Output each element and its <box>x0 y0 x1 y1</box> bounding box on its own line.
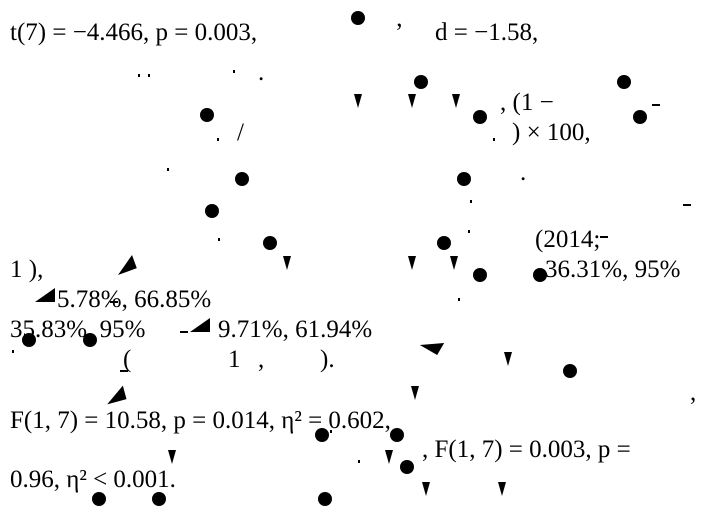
redaction-speck <box>138 74 140 77</box>
redaction-dash <box>110 301 118 303</box>
redaction-tick <box>385 450 393 464</box>
text-anova-1: F(1, 7) = 10.58, p = 0.014, η² = 0.602, <box>10 407 391 434</box>
redaction-dot <box>92 492 106 506</box>
redaction-dot <box>200 108 214 122</box>
text-comma-1: , <box>258 346 265 373</box>
redaction-dot <box>533 268 547 282</box>
text-apostrophe: ’ <box>395 19 404 46</box>
redaction-dash <box>683 204 691 206</box>
text-cohens-d: d = −1.58, <box>435 19 539 46</box>
redaction-wedge <box>419 332 445 356</box>
redaction-speck <box>468 230 470 233</box>
redaction-dot <box>315 428 329 442</box>
redaction-dot <box>414 75 428 89</box>
text-times-100: ) × 100, <box>512 119 591 146</box>
redaction-tick <box>450 256 458 270</box>
text-open-paren: ( <box>123 346 132 373</box>
redaction-tick <box>408 256 416 270</box>
redaction-speck <box>218 238 220 241</box>
redaction-speck <box>217 138 219 141</box>
redaction-dot <box>152 492 166 506</box>
redaction-speck <box>233 70 235 73</box>
text-ci-1: 5.78%, 66.85% <box>57 286 212 313</box>
redaction-tick <box>168 450 176 464</box>
text-citation-year: (2014; <box>535 226 601 253</box>
redaction-dot <box>473 110 487 124</box>
text-period-1: . <box>258 59 265 86</box>
redaction-speck <box>493 138 495 141</box>
text-one: 1 <box>228 346 241 373</box>
redaction-tick <box>408 94 416 108</box>
redaction-dot <box>400 460 414 474</box>
text-anova-2: , F(1, 7) = 0.003, p = <box>422 436 631 463</box>
text-t-test-result: t(7) = −4.466, p = 0.003, <box>10 19 258 46</box>
text-formula-open: , (1 − <box>500 89 554 116</box>
redaction-dot <box>263 236 277 250</box>
redaction-dot <box>390 428 404 442</box>
redaction-dash <box>600 236 608 238</box>
redaction-tick <box>452 94 460 108</box>
redaction-dot <box>633 110 647 124</box>
redaction-dot <box>473 268 487 282</box>
redaction-dot <box>22 333 36 347</box>
redaction-tick <box>498 482 506 496</box>
redaction-speck <box>12 350 14 353</box>
text-period-2: . <box>520 159 527 186</box>
redaction-dash <box>652 104 660 106</box>
redaction-wedge <box>190 318 210 332</box>
text-comma-2: , <box>690 379 697 406</box>
redaction-speck <box>167 168 169 171</box>
redaction-wedge <box>35 288 55 302</box>
redaction-dot <box>351 11 365 25</box>
redaction-dot <box>617 75 631 89</box>
redaction-wedge <box>103 385 127 405</box>
redaction-speck <box>470 200 472 203</box>
text-ci-2: 9.71%, 61.94% <box>218 316 373 343</box>
redaction-dot <box>457 172 471 186</box>
redaction-tick <box>504 352 512 366</box>
redaction-speck <box>148 74 150 77</box>
text-anova-2-cont: 0.96, η² < 0.001. <box>10 466 176 493</box>
text-percent-1: 36.31%, 95% <box>545 256 681 283</box>
redaction-dot <box>563 364 577 378</box>
redaction-speck <box>358 460 360 463</box>
redaction-tick <box>422 482 430 496</box>
redaction-tick <box>283 256 291 270</box>
redaction-dot <box>437 236 451 250</box>
redaction-dash <box>180 331 188 333</box>
redaction-dash <box>120 370 128 372</box>
redaction-tick <box>411 386 419 400</box>
text-one-paren: 1 ), <box>10 256 44 283</box>
redaction-speck <box>330 430 332 433</box>
redaction-wedge <box>113 255 137 275</box>
redaction-dot <box>318 492 332 506</box>
redaction-speck <box>458 298 460 301</box>
redaction-dot <box>235 172 249 186</box>
redaction-tick <box>354 94 362 108</box>
text-slash: / <box>237 119 244 146</box>
redaction-dot <box>205 204 219 218</box>
redaction-dot <box>83 333 97 347</box>
text-close-paren: ). <box>320 346 335 373</box>
